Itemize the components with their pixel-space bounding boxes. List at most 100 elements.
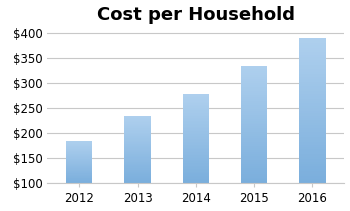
- Bar: [183, 97, 209, 99]
- Bar: [66, 179, 92, 180]
- Bar: [299, 72, 326, 74]
- Bar: [183, 160, 209, 161]
- Bar: [299, 149, 326, 152]
- Bar: [241, 144, 267, 146]
- Bar: [66, 167, 92, 168]
- Bar: [124, 134, 150, 135]
- Bar: [66, 161, 92, 162]
- Bar: [183, 109, 209, 111]
- Bar: [183, 108, 209, 109]
- Bar: [241, 66, 267, 68]
- Bar: [183, 169, 209, 170]
- Bar: [241, 134, 267, 136]
- Bar: [241, 77, 267, 79]
- Bar: [299, 179, 326, 181]
- Bar: [299, 128, 326, 130]
- Bar: [66, 163, 92, 164]
- Bar: [124, 157, 150, 159]
- Bar: [124, 116, 150, 117]
- Bar: [124, 122, 150, 124]
- Bar: [66, 164, 92, 165]
- Bar: [183, 152, 209, 154]
- Bar: [241, 119, 267, 120]
- Bar: [124, 178, 150, 179]
- Bar: [299, 176, 326, 179]
- Bar: [66, 168, 92, 169]
- Bar: [124, 130, 150, 131]
- Bar: [124, 160, 150, 161]
- Bar: [183, 158, 209, 160]
- Bar: [241, 130, 267, 132]
- Bar: [299, 82, 326, 84]
- Bar: [66, 143, 92, 144]
- Bar: [299, 69, 326, 72]
- Bar: [241, 142, 267, 144]
- Bar: [299, 67, 326, 69]
- Bar: [299, 101, 326, 103]
- Bar: [66, 170, 92, 171]
- Bar: [124, 166, 150, 168]
- Bar: [241, 101, 267, 103]
- Bar: [241, 113, 267, 115]
- Bar: [299, 113, 326, 115]
- Bar: [183, 114, 209, 115]
- Bar: [183, 149, 209, 151]
- Bar: [299, 79, 326, 82]
- Bar: [124, 144, 150, 145]
- Bar: [183, 130, 209, 131]
- Bar: [124, 119, 150, 120]
- Bar: [183, 121, 209, 122]
- Bar: [124, 150, 150, 151]
- Bar: [66, 169, 92, 170]
- Bar: [241, 154, 267, 156]
- Bar: [241, 172, 267, 174]
- Bar: [299, 65, 326, 67]
- Bar: [124, 161, 150, 162]
- Bar: [299, 62, 326, 65]
- Bar: [183, 127, 209, 128]
- Bar: [124, 182, 150, 183]
- Bar: [183, 140, 209, 142]
- Bar: [241, 174, 267, 176]
- Bar: [66, 146, 92, 147]
- Bar: [183, 148, 209, 149]
- Bar: [299, 94, 326, 96]
- Bar: [183, 161, 209, 163]
- Bar: [241, 120, 267, 123]
- Bar: [241, 166, 267, 168]
- Bar: [299, 38, 326, 40]
- Bar: [183, 111, 209, 112]
- Bar: [241, 107, 267, 109]
- Bar: [241, 162, 267, 164]
- Bar: [241, 93, 267, 95]
- Bar: [124, 170, 150, 171]
- Bar: [124, 117, 150, 118]
- Bar: [241, 115, 267, 117]
- Bar: [66, 152, 92, 153]
- Bar: [124, 143, 150, 144]
- Bar: [241, 117, 267, 119]
- Bar: [299, 169, 326, 171]
- Bar: [124, 156, 150, 157]
- Bar: [66, 148, 92, 149]
- Bar: [299, 125, 326, 128]
- Bar: [183, 170, 209, 172]
- Bar: [241, 158, 267, 160]
- Bar: [66, 176, 92, 177]
- Bar: [183, 104, 209, 106]
- Bar: [299, 74, 326, 77]
- Bar: [183, 125, 209, 127]
- Bar: [124, 118, 150, 119]
- Bar: [299, 135, 326, 137]
- Bar: [124, 152, 150, 153]
- Bar: [183, 137, 209, 139]
- Bar: [183, 166, 209, 167]
- Bar: [241, 105, 267, 107]
- Bar: [183, 116, 209, 118]
- Bar: [66, 178, 92, 179]
- Bar: [124, 127, 150, 128]
- Bar: [124, 162, 150, 163]
- Bar: [124, 153, 150, 154]
- Bar: [299, 50, 326, 53]
- Bar: [124, 172, 150, 173]
